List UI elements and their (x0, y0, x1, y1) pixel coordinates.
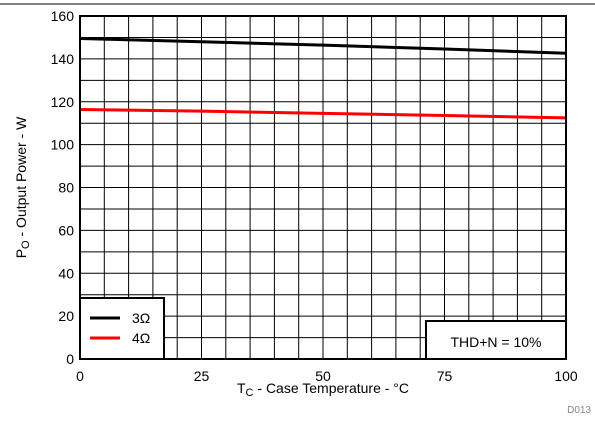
x-tick-label: 50 (315, 368, 331, 384)
annotation-text: THD+N = 10% (450, 334, 541, 350)
y-axis-label-rest: - Output Power - W (13, 116, 29, 240)
x-tick-label: 25 (194, 368, 210, 384)
y-tick-label: 140 (51, 51, 75, 67)
x-axis-label-main: T (237, 380, 246, 396)
y-tick-label: 0 (66, 351, 74, 367)
y-axis-label: PO - Output Power - W (13, 116, 32, 258)
tick-labels: 0 25 50 75 100 0 20 40 60 80 100 120 140 160 (51, 8, 578, 384)
legend-label-four-ohm: 4Ω (132, 330, 150, 346)
x-axis-label-sub: C (246, 387, 254, 399)
y-tick-label: 60 (58, 222, 74, 238)
x-axis-label-rest: - Case Temperature - °C (254, 380, 410, 396)
y-axis-label-main: P (13, 249, 29, 258)
legend-box (79, 297, 165, 360)
y-tick-label: 100 (51, 137, 75, 153)
series-line-four-ohm (79, 107, 567, 120)
y-tick-label: 40 (58, 265, 74, 281)
y-tick-label: 160 (51, 8, 75, 24)
y-axis-label-sub: O (20, 240, 32, 249)
series-lines (79, 37, 567, 120)
legend-label-three-ohm: 3Ω (132, 310, 150, 326)
y-tick-label: 80 (58, 180, 74, 196)
annotation: THD+N = 10% (425, 320, 567, 360)
x-tick-label: 100 (554, 368, 578, 384)
y-tick-label: 120 (51, 94, 75, 110)
y-tick-label: 20 (58, 308, 74, 324)
series-line-three-ohm (79, 37, 567, 55)
x-tick-label: 75 (437, 368, 453, 384)
figure-id: D013 (567, 405, 591, 416)
x-tick-label: 0 (76, 368, 84, 384)
x-axis-label: TC - Case Temperature - °C (237, 380, 409, 399)
grid (80, 16, 566, 359)
annotation-box (425, 320, 567, 360)
plot-frame (79, 15, 567, 360)
